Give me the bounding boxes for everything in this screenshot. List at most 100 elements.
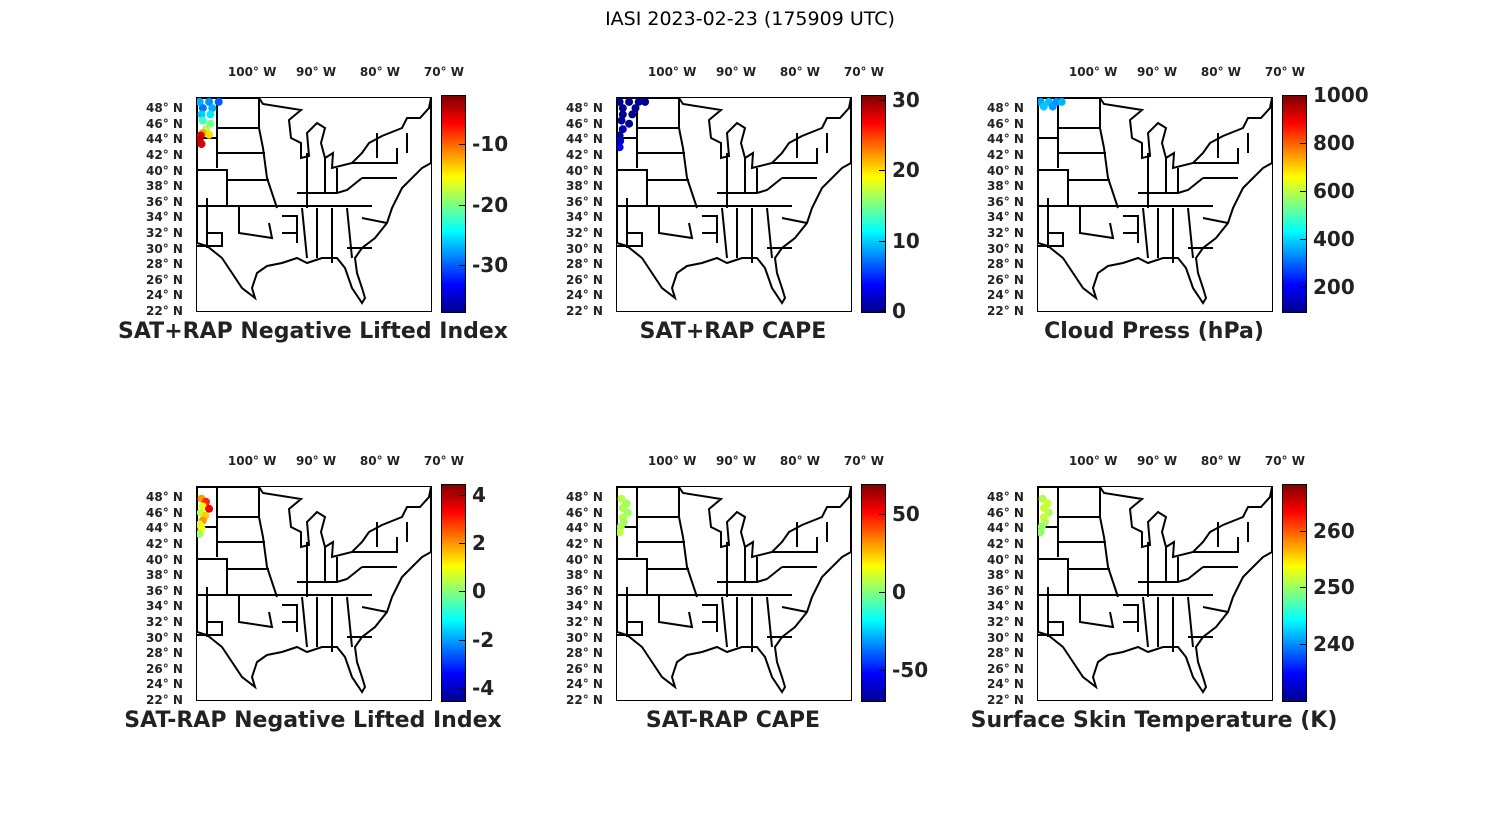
lat-tick-label: 26° N	[146, 272, 183, 287]
lat-tick-label: 22° N	[566, 304, 603, 318]
lon-tick-label: 80° W	[779, 65, 821, 79]
colorbar-tick-label: 240	[1313, 632, 1355, 657]
us-map	[617, 98, 851, 305]
state-borders	[1038, 98, 1249, 263]
lat-tick-label: 42° N	[146, 536, 183, 551]
colorbar-tick-label: -2	[472, 627, 495, 652]
data-point	[197, 140, 206, 148]
lat-tick-label: 26° N	[566, 272, 603, 287]
lat-tick-label: 36° N	[146, 194, 183, 209]
lon-tick-label: 100° W	[647, 65, 697, 79]
colorbar-tick-label: 1000	[1313, 83, 1369, 107]
data-point	[628, 110, 637, 119]
colorbar-tick-label: 260	[1313, 518, 1355, 543]
map-panel-5: 100° W 90° W 80° W 70° W 48° N 46° N 44° N 42° …	[566, 454, 1016, 786]
lat-tick-label: 28° N	[146, 257, 183, 272]
colorbar	[441, 484, 466, 702]
colorbar-tick-label: 2	[472, 531, 486, 556]
lat-tick-label: 34° N	[146, 210, 183, 225]
lat-tick-label: 44° N	[987, 521, 1024, 536]
data-point	[618, 110, 627, 119]
colorbar-tick	[459, 543, 465, 545]
lat-tick-label: 44° N	[987, 132, 1024, 147]
us-map	[197, 487, 431, 694]
state-borders	[1038, 487, 1249, 652]
colorbar-tick	[1300, 191, 1306, 192]
colorbar-tick	[459, 144, 465, 145]
colorbar-tick-label: 250	[1313, 575, 1355, 600]
data-point	[206, 119, 215, 128]
us-map	[617, 487, 851, 694]
data-point	[1044, 508, 1053, 517]
lat-tick-label: 24° N	[566, 288, 603, 303]
lat-tick-label: 24° N	[566, 677, 603, 692]
lat-tick-label: 24° N	[987, 677, 1024, 692]
map-panel-6: 100° W 90° W 80° W 70° W 48° N 46° N 44° N 42° …	[971, 454, 1437, 786]
colorbar-tick	[879, 670, 885, 672]
lon-tick-label: 100° W	[647, 454, 697, 468]
colorbar-tick-label: 600	[1313, 179, 1355, 203]
lat-tick-label: 44° N	[566, 521, 603, 536]
lon-tick-label: 90° W	[295, 454, 337, 468]
lat-tick-label: 36° N	[987, 194, 1024, 209]
colorbar	[861, 95, 886, 313]
data-point	[625, 98, 634, 106]
us-outline	[1038, 98, 1272, 305]
data-point	[198, 502, 207, 511]
data-point	[617, 136, 625, 145]
colorbar-tick	[879, 170, 885, 172]
lat-tick-label: 22° N	[146, 693, 183, 707]
data-point	[1039, 504, 1048, 513]
colorbar-tick-label: 800	[1313, 131, 1355, 155]
map-axes	[616, 97, 852, 312]
lat-tick-label: 36° N	[146, 583, 183, 598]
state-borders	[617, 98, 828, 263]
lat-tick-label: 46° N	[566, 116, 603, 131]
data-point	[198, 116, 207, 125]
data-point	[205, 98, 214, 106]
map-panel-1: 100° W 90° W 80° W 70° W 48° N 46° N 44° N 42° …	[118, 65, 596, 397]
lat-tick-label: 42° N	[987, 536, 1024, 551]
lon-tick-label: 100° W	[227, 454, 277, 468]
lat-tick-label: 44° N	[566, 132, 603, 147]
colorbar-tick-label: -20	[472, 192, 509, 217]
lat-tick-label: 38° N	[566, 568, 603, 583]
colorbar-tick	[459, 204, 465, 206]
data-point	[617, 143, 624, 152]
lon-tick-label: 70° W	[423, 454, 464, 468]
colorbar-tick-label: 20	[892, 158, 920, 183]
lat-tick-label: 38° N	[146, 568, 183, 583]
lat-tick-label: 24° N	[146, 288, 183, 303]
lat-tick-label: 24° N	[146, 677, 183, 692]
colorbar-tick-label: -10	[472, 132, 509, 156]
data-point	[631, 104, 640, 113]
lat-tick-label: 36° N	[566, 194, 603, 209]
lat-tick-label: 32° N	[146, 614, 183, 629]
lat-tick-label: 22° N	[566, 693, 603, 707]
lat-tick-label: 46° N	[566, 505, 603, 520]
lat-tick-label: 28° N	[987, 257, 1024, 272]
colorbar-tick	[1300, 287, 1306, 288]
lat-tick-label: 40° N	[566, 163, 603, 178]
colorbar-tick	[459, 265, 465, 267]
data-point	[617, 528, 624, 537]
data-point	[1048, 102, 1057, 111]
us-map	[197, 98, 431, 305]
data-point	[1038, 528, 1045, 537]
data-point	[617, 494, 626, 503]
lon-tick-label: 70° W	[843, 65, 884, 79]
data-point	[618, 125, 627, 134]
map-axes	[1037, 97, 1273, 312]
lat-tick-label: 46° N	[146, 505, 183, 520]
panel-title: SAT+RAP CAPE	[639, 319, 827, 344]
lat-tick-label: 36° N	[566, 583, 603, 598]
lat-tick-label: 36° N	[987, 583, 1024, 598]
lon-tick-label: 80° W	[1200, 65, 1242, 79]
lat-tick-label: 46° N	[987, 505, 1024, 520]
data-point	[617, 98, 624, 106]
colorbar-tick-label: 4	[472, 482, 486, 507]
lat-tick-label: 42° N	[566, 147, 603, 162]
lat-tick-label: 32° N	[566, 614, 603, 629]
lat-tick-label: 22° N	[987, 304, 1024, 318]
lon-tick-label: 100° W	[227, 65, 277, 79]
